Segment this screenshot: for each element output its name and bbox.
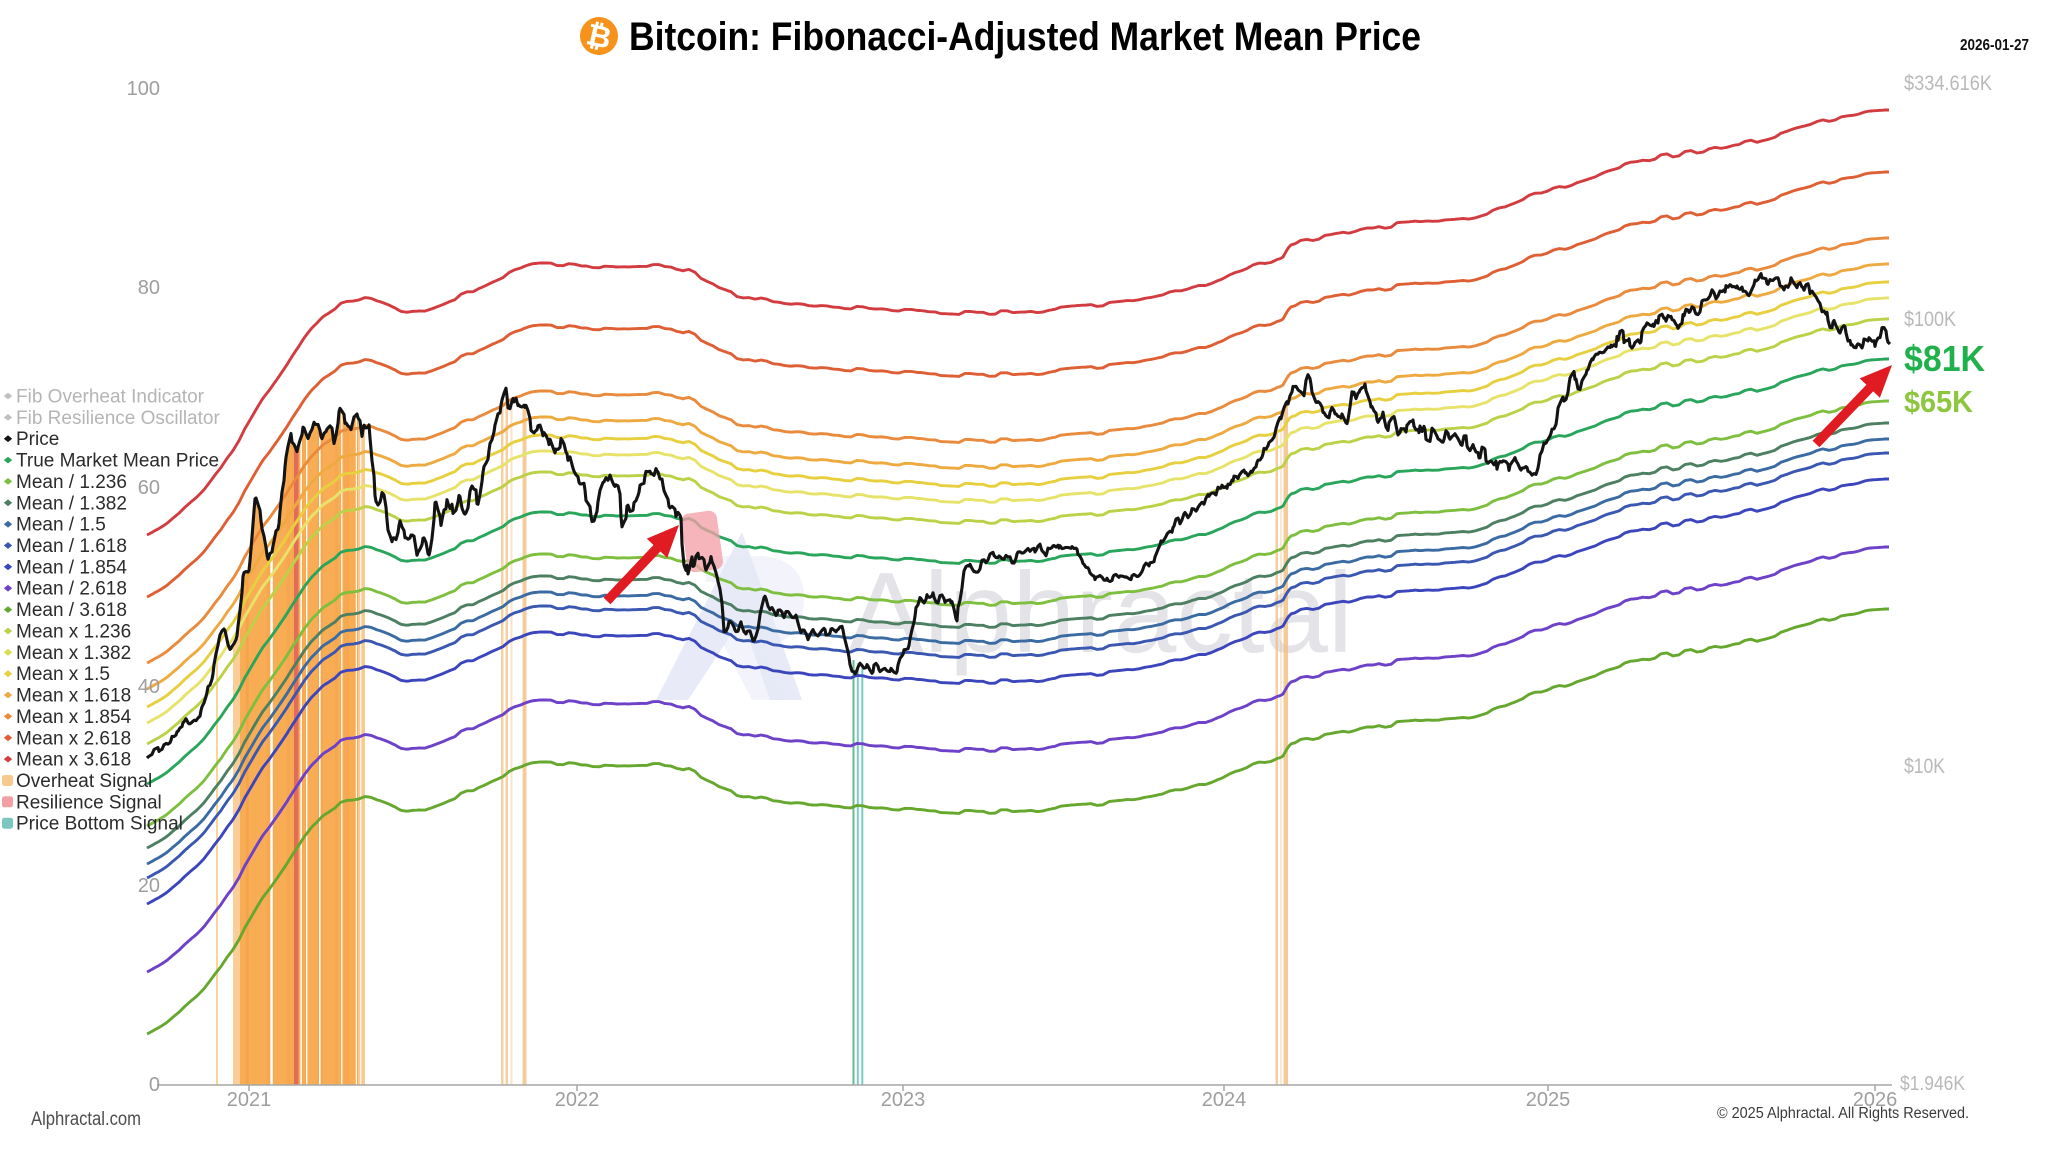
svg-text:Overheat Signal: Overheat Signal <box>16 771 152 792</box>
svg-text:Mean x 1.618: Mean x 1.618 <box>16 686 131 707</box>
svg-text:Mean / 1.618: Mean / 1.618 <box>16 536 127 557</box>
svg-text:Mean / 1.854: Mean / 1.854 <box>16 557 127 578</box>
svg-text:Mean x 1.5: Mean x 1.5 <box>16 664 110 685</box>
svg-text:Price Bottom Signal: Price Bottom Signal <box>16 814 183 835</box>
svg-text:Mean x 1.236: Mean x 1.236 <box>16 622 131 643</box>
svg-text:Mean / 1.5: Mean / 1.5 <box>16 515 106 536</box>
svg-text:$100K: $100K <box>1904 308 1956 331</box>
svg-text:60: 60 <box>138 477 160 499</box>
svg-text:© 2025 Alphractal. All Rights: © 2025 Alphractal. All Rights Reserved. <box>1717 1105 1969 1122</box>
svg-text:Mean / 1.382: Mean / 1.382 <box>16 493 127 514</box>
svg-text:100: 100 <box>127 78 160 100</box>
svg-text:Bitcoin: Fibonacci-Adjusted Ma: Bitcoin: Fibonacci-Adjusted Market Mean … <box>629 15 1421 59</box>
svg-text:Mean x 2.618: Mean x 2.618 <box>16 728 131 749</box>
svg-text:2024: 2024 <box>1202 1089 1247 1111</box>
svg-text:2026-01-27: 2026-01-27 <box>1960 37 2029 54</box>
svg-text:2023: 2023 <box>881 1089 926 1111</box>
svg-text:Mean / 2.618: Mean / 2.618 <box>16 579 127 600</box>
svg-text:Fib Overheat Indicator: Fib Overheat Indicator <box>16 387 205 408</box>
svg-text:2025: 2025 <box>1526 1089 1571 1111</box>
svg-text:80: 80 <box>138 277 160 299</box>
svg-text:Mean x 3.618: Mean x 3.618 <box>16 750 131 771</box>
svg-text:Resilience Signal: Resilience Signal <box>16 792 162 813</box>
svg-text:0: 0 <box>149 1074 160 1096</box>
svg-text:$65K: $65K <box>1904 384 1974 419</box>
svg-text:$81K: $81K <box>1904 338 1985 379</box>
svg-text:Mean / 1.236: Mean / 1.236 <box>16 472 127 493</box>
svg-text:Mean x 1.382: Mean x 1.382 <box>16 643 131 664</box>
svg-text:$10K: $10K <box>1904 755 1945 778</box>
svg-text:True Market Mean Price: True Market Mean Price <box>16 451 219 472</box>
svg-text:2022: 2022 <box>555 1089 600 1111</box>
svg-text:Price: Price <box>16 429 59 450</box>
svg-text:Alphractal.com: Alphractal.com <box>31 1109 141 1130</box>
svg-text:40: 40 <box>138 676 160 698</box>
svg-text:$334.616K: $334.616K <box>1904 72 1992 95</box>
svg-text:20: 20 <box>138 875 160 897</box>
svg-text:Fib Resilience Oscillator: Fib Resilience Oscillator <box>16 408 220 429</box>
svg-text:$1.946K: $1.946K <box>1900 1073 1966 1095</box>
svg-text:Mean / 3.618: Mean / 3.618 <box>16 600 127 621</box>
svg-text:2021: 2021 <box>227 1089 272 1111</box>
svg-text:Mean x 1.854: Mean x 1.854 <box>16 707 132 728</box>
svg-text:2026: 2026 <box>1853 1089 1898 1111</box>
